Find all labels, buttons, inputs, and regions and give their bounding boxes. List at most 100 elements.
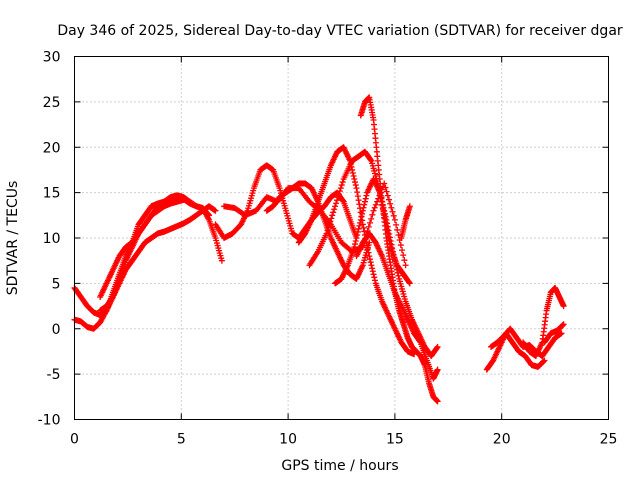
x-tick-label: 0: [70, 432, 79, 448]
data-point: [385, 196, 392, 203]
y-tick-label: 0: [52, 322, 61, 338]
data-point: [333, 197, 340, 204]
data-point: [372, 201, 379, 208]
data-point: [401, 257, 408, 264]
data-point: [394, 269, 401, 276]
data-point: [392, 260, 399, 267]
data-point: [349, 166, 356, 173]
series-track-b: [71, 194, 213, 332]
data-point: [397, 242, 404, 249]
data-point: [559, 321, 566, 328]
data-point: [359, 207, 366, 214]
chart-title: Day 346 of 2025, Sidereal Day-to-day VTE…: [57, 23, 623, 39]
data-point: [351, 176, 358, 183]
data-point: [369, 268, 376, 275]
data-point: [326, 221, 333, 228]
data-point: [368, 215, 375, 222]
x-tick-label: 15: [386, 432, 404, 448]
data-point: [323, 230, 330, 237]
data-point: [406, 203, 413, 210]
data-point: [384, 192, 391, 199]
data-point: [363, 192, 370, 199]
x-tick-label: 20: [493, 432, 511, 448]
data-point: [399, 247, 406, 254]
data-point: [393, 221, 400, 228]
data-point: [391, 254, 398, 261]
data-point: [349, 169, 356, 176]
data-point: [361, 198, 368, 205]
data-point: [364, 242, 371, 249]
y-tick-label: 15: [43, 186, 61, 202]
data-point: [388, 204, 395, 211]
data-point: [400, 252, 407, 259]
data-point: [354, 231, 361, 238]
series-track-m: [398, 203, 413, 241]
x-tick-label: 25: [600, 432, 618, 448]
data-point: [331, 206, 338, 213]
data-point: [402, 262, 409, 269]
series-track-d: [97, 196, 187, 300]
data-point: [367, 156, 374, 163]
data-point: [351, 244, 358, 251]
data-point: [328, 215, 335, 222]
series-track-c: [97, 203, 219, 314]
data-point: [356, 222, 363, 229]
data-point: [355, 225, 362, 232]
data-point: [354, 228, 361, 235]
y-tick-label: 20: [43, 140, 61, 156]
data-point: [540, 358, 547, 365]
data-point: [357, 219, 364, 226]
data-point: [364, 246, 371, 253]
data-point: [390, 212, 397, 219]
data-point: [371, 204, 378, 211]
data-point: [391, 257, 398, 264]
data-point: [358, 213, 365, 220]
y-tick-label: 5: [52, 276, 61, 292]
data-point: [350, 172, 357, 179]
data-point: [180, 196, 187, 203]
data-point: [387, 200, 394, 207]
data-point: [339, 179, 346, 186]
data-point: [337, 185, 344, 192]
data-point: [352, 238, 359, 245]
data-point: [366, 253, 373, 260]
data-point: [389, 245, 396, 252]
data-point: [353, 185, 360, 192]
data-point: [332, 203, 339, 210]
data-point: [391, 216, 398, 223]
data-point: [560, 321, 567, 328]
data-point: [334, 194, 341, 201]
data-point: [355, 197, 362, 204]
data-point: [354, 189, 361, 196]
data-point: [367, 259, 374, 266]
data-point: [324, 227, 331, 234]
data-point: [329, 212, 336, 219]
data-point: [389, 248, 396, 255]
y-tick-label: 10: [43, 231, 61, 247]
y-tick-label: 30: [43, 50, 61, 66]
data-point: [395, 231, 402, 238]
y-tick-label: 25: [43, 95, 61, 111]
data-point: [218, 257, 225, 264]
y-tick-label: -10: [38, 413, 61, 429]
data-point: [371, 274, 378, 281]
data-point: [361, 228, 368, 235]
data-point: [395, 272, 402, 279]
data-point: [369, 211, 376, 218]
data-point: [371, 277, 378, 284]
data-point: [353, 235, 360, 241]
data-point: [361, 201, 368, 208]
data-point: [352, 241, 359, 248]
data-point: [212, 207, 219, 214]
x-tick-label: 10: [279, 432, 297, 448]
data-point: [360, 204, 367, 211]
data-point: [335, 191, 342, 198]
data-point: [416, 338, 423, 345]
data-point: [389, 208, 396, 215]
data-points: [71, 94, 567, 405]
data-point: [327, 218, 334, 225]
data-point: [381, 207, 388, 214]
y-tick-label: -5: [47, 367, 61, 383]
data-point: [333, 200, 340, 207]
